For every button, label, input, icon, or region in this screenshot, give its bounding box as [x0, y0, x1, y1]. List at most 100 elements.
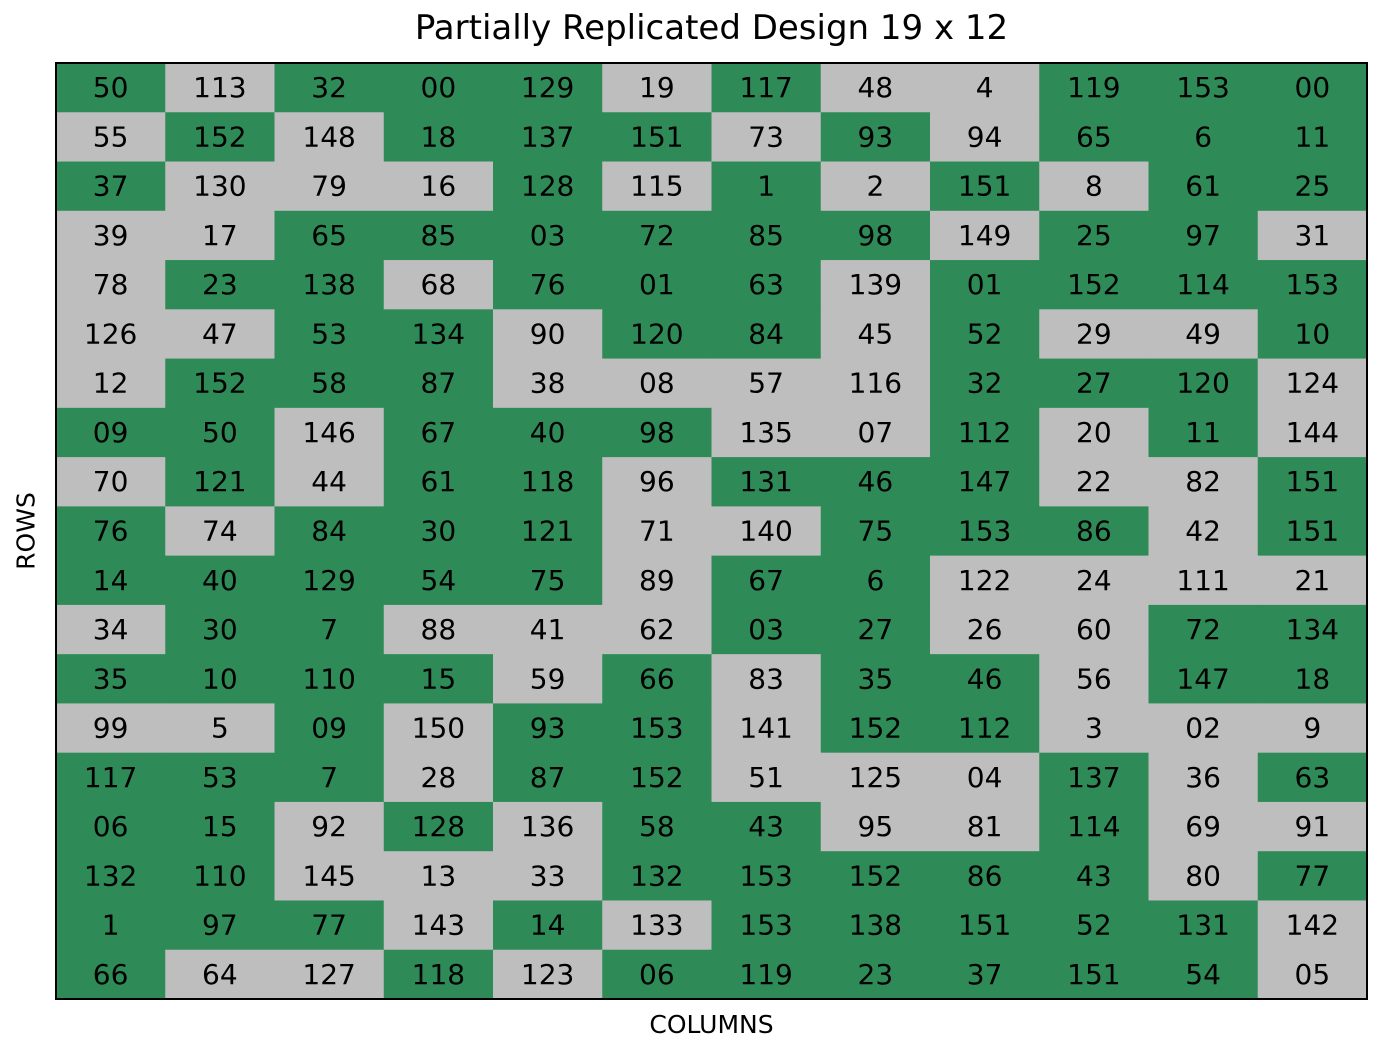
cell-label: 71	[639, 515, 675, 548]
cell-label: 39	[93, 219, 129, 252]
heatmap-cell	[1039, 161, 1149, 212]
heatmap-cell	[274, 752, 385, 803]
cell-label: 43	[748, 810, 784, 843]
cell-label: 1	[102, 909, 120, 942]
cell-label: 6	[1194, 120, 1212, 153]
heatmap-cell	[165, 161, 275, 212]
cell-label: 89	[639, 564, 675, 597]
cell-label: 77	[1295, 859, 1331, 892]
cell-label: 31	[1295, 219, 1331, 252]
heatmap-cell	[1148, 801, 1259, 852]
heatmap-cell	[1039, 358, 1149, 409]
cell-label: 93	[530, 712, 566, 745]
heatmap-cell	[165, 112, 275, 163]
cell-label: 16	[421, 170, 457, 203]
cell-label: 72	[639, 219, 675, 252]
cell-label: 133	[630, 909, 683, 942]
cell-label: 87	[421, 367, 457, 400]
cell-label: 00	[1295, 71, 1331, 104]
heatmap-cell	[1148, 703, 1259, 754]
cell-label: 131	[1176, 909, 1229, 942]
heatmap-cell	[820, 654, 931, 704]
heatmap-cell	[493, 112, 603, 163]
heatmap-cell	[711, 752, 822, 803]
heatmap-cell	[493, 407, 603, 458]
cell-label: 33	[530, 859, 566, 892]
heatmap-cell	[711, 112, 822, 163]
heatmap-cell	[1039, 407, 1149, 458]
heatmap-cell	[602, 851, 712, 901]
heatmap-cell	[711, 506, 822, 557]
cell-label: 145	[302, 859, 355, 892]
heatmap-cell	[930, 457, 1040, 507]
cell-label: 72	[1185, 613, 1221, 646]
heatmap-cell	[820, 851, 931, 901]
cell-label: 110	[302, 662, 355, 695]
heatmap-cell	[56, 604, 166, 655]
heatmap-cell	[1257, 949, 1368, 1000]
cell-label: 143	[412, 909, 465, 942]
heatmap-cell	[1039, 752, 1149, 803]
heatmap-cell	[383, 555, 494, 606]
cell-label: 98	[639, 416, 675, 449]
heatmap-cell	[820, 506, 931, 557]
heatmap-cell	[1257, 752, 1368, 803]
heatmap-cell	[1148, 407, 1259, 458]
heatmap-cell	[383, 309, 494, 360]
cell-label: 80	[1185, 859, 1221, 892]
cell-label: 137	[521, 120, 574, 153]
cell-label: 43	[1076, 859, 1112, 892]
cell-label: 55	[93, 120, 129, 153]
heatmap-cell	[274, 703, 385, 754]
heatmap-cell	[165, 703, 275, 754]
heatmap-cell	[602, 309, 712, 360]
cell-label: 128	[521, 170, 574, 203]
cell-label: 9	[1303, 712, 1321, 745]
cell-label: 1	[757, 170, 775, 203]
cell-label: 24	[1076, 564, 1112, 597]
heatmap-cell	[56, 309, 166, 360]
cell-label: 49	[1185, 317, 1221, 350]
cell-label: 19	[639, 71, 675, 104]
heatmap-cell	[711, 900, 822, 951]
cell-label: 121	[193, 465, 246, 498]
heatmap-cell	[165, 949, 275, 1000]
heatmap-cell	[602, 801, 712, 852]
heatmap-cell	[1257, 457, 1368, 507]
cell-label: 37	[93, 170, 129, 203]
cell-label: 85	[421, 219, 457, 252]
heatmap-cell	[711, 555, 822, 606]
heatmap-cell	[711, 949, 822, 1000]
cell-label: 91	[1295, 810, 1331, 843]
cell-label: 120	[1176, 367, 1229, 400]
cell-label: 40	[202, 564, 238, 597]
heatmap-cell	[56, 555, 166, 606]
cell-label: 60	[1076, 613, 1112, 646]
heatmap-cell	[383, 210, 494, 261]
heatmap-cell	[383, 654, 494, 704]
heatmap-cell	[602, 703, 712, 754]
heatmap-cell	[930, 752, 1040, 803]
heatmap-cell	[711, 654, 822, 704]
heatmap-cell	[820, 358, 931, 409]
cell-label: 62	[639, 613, 675, 646]
heatmap-cell	[165, 851, 275, 901]
heatmap-cell	[56, 654, 166, 704]
cell-label: 30	[421, 515, 457, 548]
heatmap-cell	[930, 555, 1040, 606]
heatmap-cell	[711, 703, 822, 754]
heatmap-cell	[56, 210, 166, 261]
cell-label: 09	[93, 416, 129, 449]
heatmap-cell	[1039, 112, 1149, 163]
cell-label: 96	[639, 465, 675, 498]
cell-label: 86	[967, 859, 1003, 892]
cell-label: 151	[630, 120, 683, 153]
cell-label: 152	[193, 367, 246, 400]
cell-label: 134	[1286, 613, 1339, 646]
cell-label: 111	[1176, 564, 1229, 597]
heatmap-cell	[1039, 801, 1149, 852]
heatmap-cell	[1039, 260, 1149, 310]
cell-label: 00	[421, 71, 457, 104]
cell-label: 18	[421, 120, 457, 153]
heatmap-cell	[493, 654, 603, 704]
